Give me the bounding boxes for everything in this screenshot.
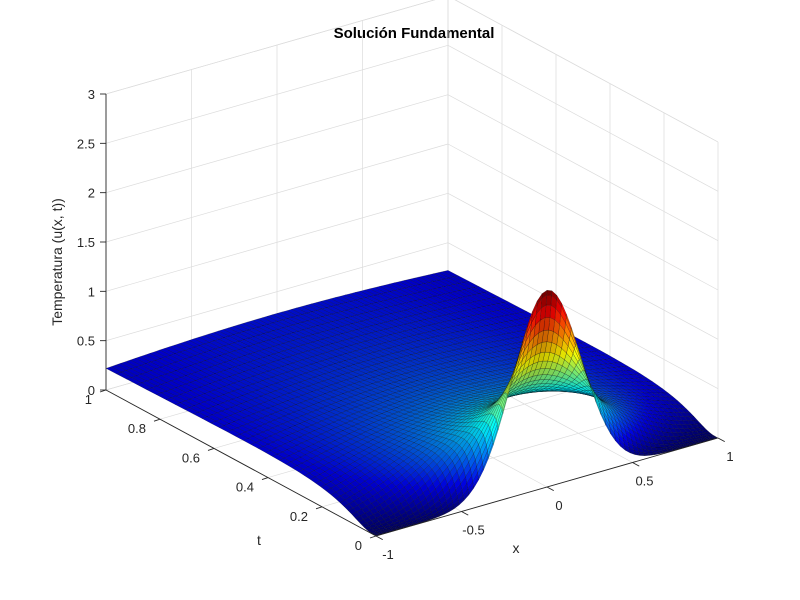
x-tick-mark xyxy=(461,511,469,516)
grid-line xyxy=(105,242,449,342)
axes-lines xyxy=(99,93,725,541)
grid-line xyxy=(105,192,449,292)
y-tick-mark xyxy=(207,447,215,451)
y-tick-label: 0.4 xyxy=(236,480,254,495)
z-tick-label: 1.5 xyxy=(77,235,95,250)
grid-line xyxy=(454,0,719,143)
grid-line xyxy=(105,0,436,95)
axis-line xyxy=(105,389,377,537)
y-tick-mark xyxy=(153,418,161,422)
grid-line xyxy=(454,0,719,143)
x-tick-label: 0.5 xyxy=(635,474,653,489)
x-tick-mark xyxy=(717,437,725,443)
x-tick-label: 0 xyxy=(555,498,562,513)
grid-line xyxy=(105,94,449,194)
y-tick-mark xyxy=(369,535,377,539)
y-tick-label: 0.6 xyxy=(182,450,200,465)
grid-line xyxy=(447,45,719,192)
z-axis-label: Temperatura (u(x, t)) xyxy=(49,198,65,326)
z-tick-label: 0.5 xyxy=(77,334,95,349)
z-tick-label: 1 xyxy=(88,284,95,299)
grid-line xyxy=(447,242,719,389)
y-tick-label: 0 xyxy=(355,538,362,553)
grid-line xyxy=(105,143,449,243)
y-tick-label: 0.2 xyxy=(290,509,308,524)
y-axis-label: t xyxy=(257,532,261,548)
grid-line xyxy=(447,143,719,291)
surface-patch xyxy=(545,294,552,306)
z-tick-label: 0 xyxy=(88,383,95,398)
y-tick-mark xyxy=(315,506,323,510)
surface-patch xyxy=(644,454,650,456)
x-tick-mark xyxy=(375,535,383,541)
surface-patch xyxy=(546,290,553,296)
z-tick-label: 3 xyxy=(88,87,95,102)
surface-patch xyxy=(643,452,650,456)
y-tick-label: 0.8 xyxy=(128,421,146,436)
chart-title: Solución Fundamental xyxy=(334,25,495,42)
x-tick-label: -0.5 xyxy=(462,523,484,538)
x-tick-label: 1 xyxy=(726,449,733,464)
grid-line xyxy=(447,193,719,340)
x-axis-label: x xyxy=(513,540,520,556)
surface-mesh xyxy=(105,270,719,537)
x-tick-mark xyxy=(546,486,554,492)
x-tick-label: -1 xyxy=(382,547,394,562)
x-tick-mark xyxy=(632,462,640,467)
y-tick-mark xyxy=(261,477,269,481)
z-tick-label: 2 xyxy=(88,186,95,201)
z-tick-label: 2.5 xyxy=(77,136,95,151)
grid-line xyxy=(105,44,449,144)
y-tick-label: 1 xyxy=(85,392,92,407)
grid-line xyxy=(447,94,719,241)
